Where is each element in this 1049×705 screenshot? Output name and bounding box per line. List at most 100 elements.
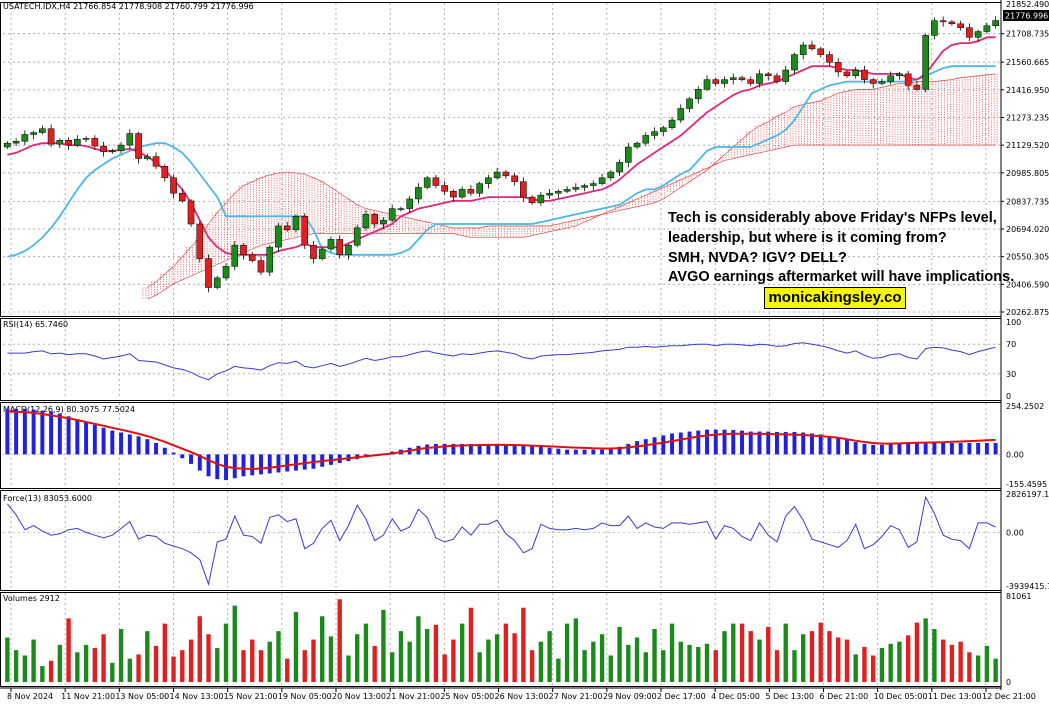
candle-body <box>91 138 99 147</box>
x-label-12: 2 Dec 17:00 <box>657 692 706 701</box>
candle-body <box>301 216 309 246</box>
candle-body <box>703 79 711 90</box>
macd-title: MACD(12,26,9) 80.3075 77.5024 <box>3 405 135 414</box>
candle-body <box>56 140 64 145</box>
candle-body <box>432 177 440 186</box>
candle-body <box>4 142 11 148</box>
candle-body <box>598 177 606 184</box>
price-tick-label-5: 20985.805 <box>1006 169 1049 178</box>
volume-tick-label-0: 81061 <box>1006 592 1031 601</box>
last-price-tag-text: 21776.996 <box>1005 12 1048 21</box>
force-tick-label-0: 2826197.144 <box>1006 490 1049 499</box>
candle-body <box>371 214 378 225</box>
candle-body <box>773 75 781 82</box>
candle-body <box>485 177 492 184</box>
candle-body <box>572 187 580 190</box>
x-label-16: 10 Dec 05:00 <box>874 692 928 701</box>
candle-body <box>222 266 230 279</box>
candle-body <box>327 239 335 250</box>
volume-title: Volumes 2912 <box>3 594 60 603</box>
candle-body <box>318 248 326 259</box>
candle-body <box>546 192 553 196</box>
candle-body <box>721 79 728 84</box>
annotation-line-3: SMH, NVDA? IGV? DELL? <box>668 250 847 266</box>
price-tick-label-0: 21708.735 <box>1006 30 1049 39</box>
macd-histogram <box>5 408 998 481</box>
x-label-18: 12 Dec 21:00 <box>982 692 1036 701</box>
candle-body <box>651 131 658 136</box>
candle-body <box>476 183 483 194</box>
annotation: Tech is considerably above Friday's NFPs… <box>668 210 1014 285</box>
candle-body <box>992 20 999 26</box>
candle-body <box>555 191 562 194</box>
candle-body <box>353 227 361 246</box>
candle-body <box>878 81 886 84</box>
candle-body <box>747 79 755 84</box>
candle-body <box>135 133 142 159</box>
candle-body <box>834 62 842 73</box>
candle-body <box>607 171 615 179</box>
annotation-line-2: leadership, but where is it coming from? <box>668 230 947 246</box>
candle-body <box>458 189 466 198</box>
candle-body <box>686 98 693 109</box>
candle-body <box>345 244 352 256</box>
candle-body <box>528 196 536 204</box>
candle-body <box>21 134 29 142</box>
candle-body <box>82 138 90 140</box>
candle-body <box>205 258 212 288</box>
candle-body <box>441 185 448 192</box>
candle-body <box>511 175 518 182</box>
price-tick-label-10: 20262.875 <box>1006 308 1049 317</box>
x-label-9: 26 Nov 13:00 <box>495 692 549 701</box>
candle-body <box>756 73 763 84</box>
x-label-2: 13 Nov 05:00 <box>115 692 169 701</box>
rsi-tick-label-1: 70 <box>1006 340 1016 349</box>
panel-frame-4 <box>0 592 1002 687</box>
price-tick-label-2: 21416.950 <box>1006 86 1049 95</box>
candle-body <box>922 35 929 90</box>
annotation-line-4: AVGO earnings aftermarket will have impl… <box>668 269 1014 285</box>
candle-body <box>782 69 790 82</box>
x-label-0: 8 Nov 2024 <box>7 692 53 701</box>
candle-body <box>283 225 291 231</box>
rsi-tick-label-0: 100 <box>1006 318 1021 327</box>
candle-body <box>248 254 256 261</box>
candle-body <box>240 244 247 256</box>
candle-body <box>161 166 169 179</box>
candle-body <box>275 225 282 248</box>
candle-body <box>633 142 641 148</box>
candle-body <box>502 171 510 177</box>
candle-body <box>563 189 571 192</box>
candle-body <box>948 21 956 25</box>
price-tick-label-1: 21560.665 <box>1006 58 1049 67</box>
candle-body <box>520 181 527 198</box>
candle-body <box>388 208 396 221</box>
candle-body <box>590 183 597 186</box>
candle-body <box>152 156 160 167</box>
candle-body <box>126 133 134 146</box>
rsi-title: RSI(14) 65.7460 <box>3 320 68 329</box>
x-label-14: 5 Dec 13:00 <box>765 692 814 701</box>
candle-body <box>74 139 81 146</box>
kijun-line <box>7 65 996 258</box>
candle-body <box>764 73 772 77</box>
candle-body <box>817 48 825 55</box>
candle-body <box>109 150 116 153</box>
candle-body <box>974 31 982 38</box>
candle-body <box>791 54 798 71</box>
candle-body <box>292 216 300 231</box>
candle-body <box>887 75 894 82</box>
candle-body <box>117 144 125 152</box>
candle-body <box>65 140 72 146</box>
macd-signal-line <box>7 410 996 470</box>
candle-body <box>537 194 545 204</box>
candle-body <box>625 146 632 163</box>
candle-body <box>957 23 964 28</box>
candle-body <box>467 189 475 194</box>
candle-body <box>423 177 431 188</box>
candle-body <box>406 198 413 209</box>
candle-body <box>266 246 274 273</box>
top-partial-label: 21852.490 <box>1006 0 1049 9</box>
macd-tick-label-0: 254.2502 <box>1006 402 1044 411</box>
